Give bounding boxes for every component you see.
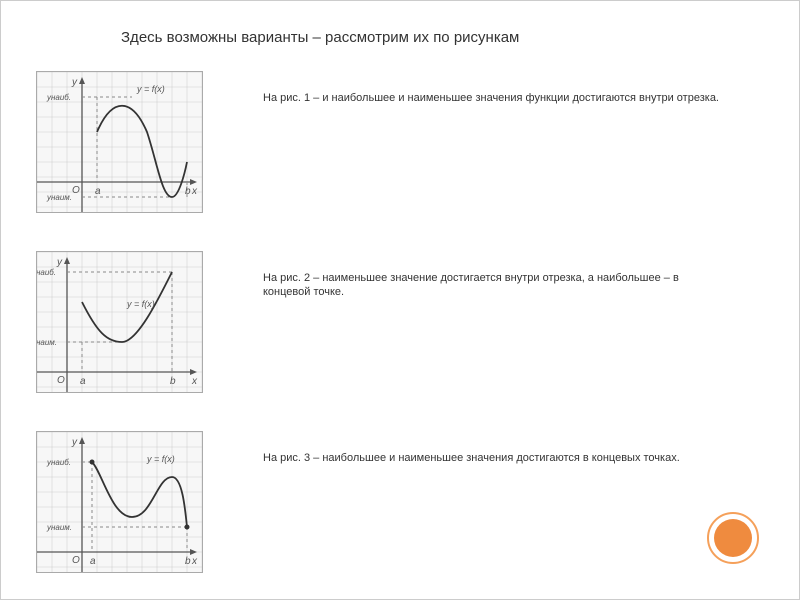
svg-text:yнаиб.: yнаиб.	[36, 268, 56, 277]
svg-text:yнаиб.: yнаиб.	[46, 458, 71, 467]
figure-2-row: y x Oyнаиб. yнаим. a b y = f(x) На рис. 2 – на…	[36, 251, 723, 393]
svg-text:y = f(x): y = f(x)	[136, 84, 165, 94]
svg-text:yнаим.: yнаим.	[36, 338, 57, 347]
figure-3-graph: y x Oyнаиб. yнаим. a b y = f(x)	[36, 431, 203, 573]
svg-text:a: a	[95, 186, 101, 197]
svg-text:b: b	[185, 556, 191, 567]
svg-text:b: b	[170, 376, 176, 387]
figure-3-caption: На рис. 3 – наибольшее и наименьшее знач…	[263, 451, 680, 465]
svg-text:x: x	[191, 376, 198, 387]
figure-3-row: y x Oyнаиб. yнаим. a b y = f(x) На рис. 3 – на…	[36, 431, 680, 573]
svg-text:b: b	[185, 186, 191, 197]
figure-1-caption: На рис. 1 – и наибольшее и наименьшее зн…	[263, 91, 719, 105]
svg-text:a: a	[90, 556, 96, 567]
svg-text:yнаим.: yнаим.	[46, 523, 72, 532]
svg-text:y: y	[71, 77, 78, 88]
svg-text:y: y	[56, 257, 63, 268]
svg-text:O: O	[57, 375, 65, 386]
figure-1-row: y x Oyнаиб. yнаим. a b y = f(x) На рис. 1 – и …	[36, 71, 719, 213]
svg-text:y = f(x): y = f(x)	[146, 454, 175, 464]
svg-text:x: x	[191, 186, 198, 197]
svg-text:yнаим.: yнаим.	[46, 193, 72, 202]
figure-1-graph: y x Oyнаиб. yнаим. a b y = f(x)	[36, 71, 203, 213]
svg-text:x: x	[191, 556, 198, 567]
page-title: Здесь возможны варианты – рассмотрим их …	[121, 29, 519, 46]
figure-2-graph: y x Oyнаиб. yнаим. a b y = f(x)	[36, 251, 203, 393]
svg-text:a: a	[80, 376, 86, 387]
svg-text:O: O	[72, 555, 80, 566]
accent-circle-icon	[707, 512, 759, 564]
svg-text:yнаиб.: yнаиб.	[46, 93, 71, 102]
figure-2-caption: На рис. 2 – наименьшее значение достигае…	[263, 271, 723, 300]
svg-text:O: O	[72, 185, 80, 196]
svg-text:y: y	[71, 437, 78, 448]
svg-text:y = f(x): y = f(x)	[126, 299, 155, 309]
